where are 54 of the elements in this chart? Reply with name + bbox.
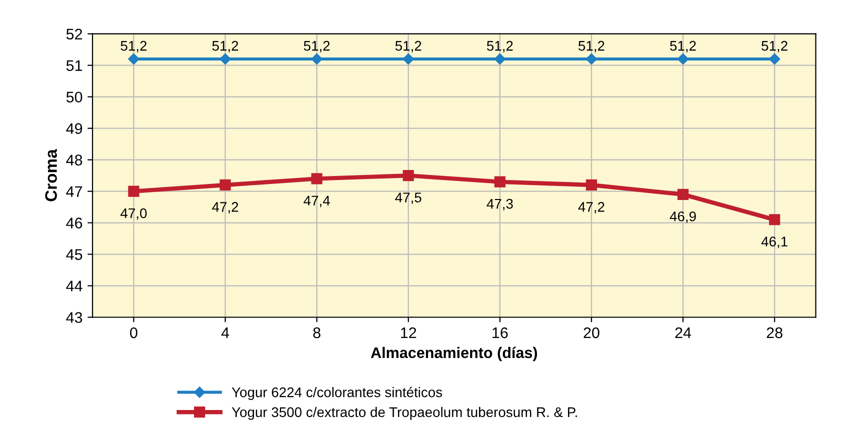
data-label: 47,2 xyxy=(212,202,238,214)
data-label: 51,2 xyxy=(762,40,788,52)
x-tick-label: 20 xyxy=(584,327,600,338)
data-label: 47,5 xyxy=(395,192,422,204)
point xyxy=(586,179,598,191)
y-tick-label: 44 xyxy=(66,280,82,292)
point xyxy=(402,53,414,65)
y-tick-label: 52 xyxy=(66,28,82,40)
point xyxy=(769,214,780,226)
point xyxy=(494,53,506,65)
data-label: 51,2 xyxy=(670,40,696,52)
y-tick-label: 43 xyxy=(66,312,82,323)
data-label: 51,2 xyxy=(486,40,513,52)
point xyxy=(677,53,689,65)
data-label: 47,4 xyxy=(304,196,330,208)
data-label: 47,3 xyxy=(486,198,513,210)
data-label: 51,2 xyxy=(395,40,422,52)
data-label: 51,2 xyxy=(578,40,604,52)
point xyxy=(220,53,231,65)
point xyxy=(311,173,322,184)
data-label: 51,2 xyxy=(212,40,238,52)
point xyxy=(402,170,414,182)
point xyxy=(586,53,598,65)
y-tick-label: 46 xyxy=(66,218,82,228)
x-tick-label: 8 xyxy=(313,327,320,338)
data-label: 47,0 xyxy=(120,208,147,220)
point xyxy=(220,179,231,191)
y-tick-label: 47 xyxy=(66,186,82,197)
data-label: 51,2 xyxy=(120,40,147,52)
point xyxy=(494,176,506,188)
x-tick-label: 16 xyxy=(492,327,508,338)
y-tick-label: 50 xyxy=(66,92,82,103)
point xyxy=(311,53,322,65)
data-label: 46,1 xyxy=(761,236,788,248)
y-tick-label: 51 xyxy=(66,60,82,72)
x-tick-label: 28 xyxy=(766,327,782,338)
point xyxy=(128,53,140,65)
data-label: 46,9 xyxy=(670,211,696,223)
data-label: 47,2 xyxy=(578,202,604,214)
point xyxy=(677,188,689,200)
x-tick-label: 4 xyxy=(221,328,230,338)
x-tick-label: 12 xyxy=(401,327,416,338)
point xyxy=(768,53,780,65)
x-tick-label: 0 xyxy=(130,327,138,338)
data-label: 51,2 xyxy=(304,40,330,52)
x-axis-title: Almacenamiento (días) xyxy=(370,346,538,362)
y-tick-label: 49 xyxy=(66,123,82,134)
legend-label: Yogur 6224 c/colorantes sintéticos xyxy=(232,386,442,400)
y-tick-label: 45 xyxy=(66,249,82,260)
point xyxy=(128,186,140,197)
y-axis-title: Croma xyxy=(45,149,57,202)
y-tick-label: 48 xyxy=(66,154,82,166)
x-tick-label: 24 xyxy=(675,327,692,338)
legend-label: Yogur 3500 c/extracto de Tropaeolum tuberosum R. & P. xyxy=(232,406,577,420)
